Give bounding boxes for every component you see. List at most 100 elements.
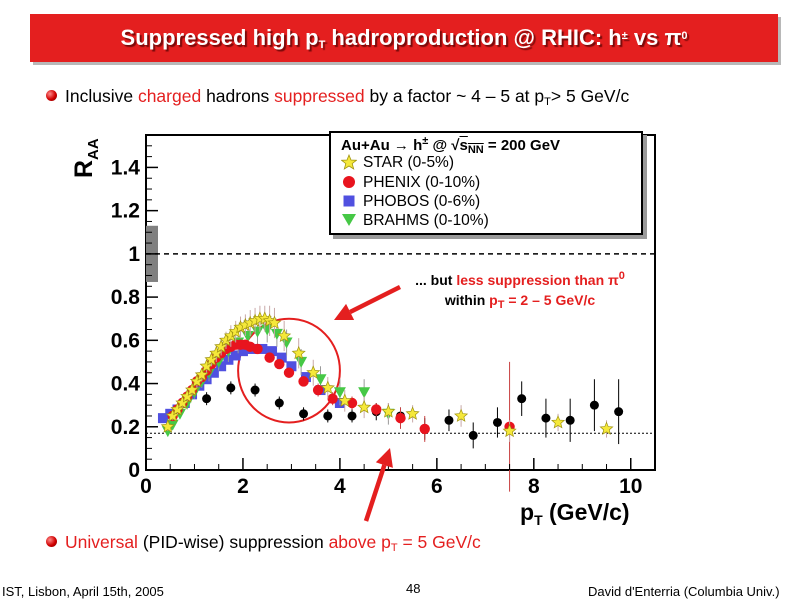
data-point-phobos <box>276 352 287 363</box>
circle-marker-icon <box>343 176 355 188</box>
data-point-pi0 <box>468 430 478 440</box>
data-point-phobos <box>286 361 297 372</box>
annotation-line-1: ... but less suppression than π0 <box>390 266 650 290</box>
data-point-star <box>165 408 180 422</box>
series-star <box>160 305 614 442</box>
data-point-pi0 <box>299 409 309 419</box>
annotation-line-2: within pT = 2 – 5 GeV/c <box>390 290 650 315</box>
bullet2-text-1: Universal <box>65 532 138 552</box>
data-point-star <box>405 406 420 420</box>
legend-label-phobos: PHOBOS (0-6%) <box>363 193 481 210</box>
data-point-phenix <box>298 376 309 387</box>
data-point-pi0 <box>614 407 624 417</box>
annotation-l2b: p <box>489 292 498 308</box>
y-axis-label-sub: AA <box>85 138 102 160</box>
data-point-star <box>357 399 372 414</box>
data-point-star <box>194 367 209 381</box>
data-point-phobos <box>216 361 227 372</box>
data-point-star <box>320 380 335 394</box>
x-axis-label-p: p <box>520 499 534 525</box>
bullet1-text-6: T <box>544 96 551 108</box>
data-point-brahms <box>314 374 327 386</box>
bullet1-text-1: Inclusive <box>65 86 138 106</box>
arrow-to-suppression-head <box>375 448 393 468</box>
data-point-phenix <box>371 404 382 415</box>
annotation-l1b: less suppression than π <box>456 272 619 288</box>
data-point-brahms <box>261 324 274 336</box>
data-point-pi0 <box>202 394 212 404</box>
bullet-inclusive: Inclusive charged hadrons suppressed by … <box>46 86 629 108</box>
bullet-icon <box>46 536 57 547</box>
slide-title: Suppressed high pT hadroproduction @ RHI… <box>121 25 688 51</box>
y-tick-label: 1 <box>128 243 140 266</box>
data-point-brahms <box>241 331 254 342</box>
x-tick-label: 8 <box>528 475 540 498</box>
data-point-pi0 <box>274 398 284 408</box>
data-point-pi0 <box>347 411 357 421</box>
legend-label-phenix: PHENIX (0-10%) <box>363 174 481 191</box>
legend-header: Au+Au → h± @ √sNN = 200 GeV <box>341 135 560 156</box>
y-axis-label-group: RAA <box>70 138 102 178</box>
data-point-star <box>185 382 200 397</box>
data-point-brahms <box>280 337 293 349</box>
data-point-brahms <box>295 356 308 368</box>
legend-header-s: s <box>459 137 468 154</box>
arrow-to-suppression-shaft <box>363 464 387 522</box>
legend: Au+Au → h± @ √sNN = 200 GeV STAR (0-5%) … <box>329 131 643 235</box>
data-point-star <box>160 419 175 433</box>
annotation-l2c: T <box>497 299 505 311</box>
data-point-star <box>267 315 282 330</box>
bullet1-text-5: by a factor ~ 4 – 5 at p <box>364 86 545 106</box>
bullet1-text-3: hadrons <box>201 86 275 106</box>
x-axis-label-unit: (GeV/c) <box>543 499 630 525</box>
data-point-phenix <box>327 393 338 404</box>
footer-page-number: 48 <box>406 581 421 596</box>
annotation-l1c: 0 <box>618 270 625 282</box>
legend-header-rest: = 200 GeV <box>483 137 561 154</box>
highlight-ellipse <box>237 317 341 424</box>
y-tick-label: 1.2 <box>111 200 140 223</box>
data-point-phenix <box>264 352 275 363</box>
bullet1-text-4: suppressed <box>274 86 365 106</box>
annotation-text: ... but less suppression than π0 within … <box>390 266 650 315</box>
annotation-arrows <box>334 284 402 522</box>
arrow-to-circle-shaft <box>349 284 402 314</box>
data-point-star <box>337 393 352 407</box>
y-tick-label: 0.8 <box>111 286 141 309</box>
x-axis-label: pT (GeV/c) <box>520 499 630 528</box>
legend-label-brahms: BRAHMS (0-10%) <box>363 212 489 229</box>
legend-item-phobos: PHOBOS (0-6%) <box>341 193 480 213</box>
y-tick-label: 0.4 <box>111 373 141 396</box>
bullet-universal: Universal (PID-wise) suppression above p… <box>46 532 481 554</box>
y-tick-label: 1.4 <box>111 156 141 179</box>
y-tick-label: 0 <box>128 459 140 482</box>
data-point-phenix <box>283 367 295 378</box>
bullet2-text-4: T <box>390 542 398 554</box>
data-point-phenix <box>252 343 263 355</box>
data-point-star <box>306 365 321 379</box>
x-tick-label: 10 <box>619 475 642 498</box>
data-point-star <box>381 404 396 418</box>
data-point-brahms <box>333 387 346 399</box>
data-point-star <box>175 395 190 410</box>
y-axis-label: RAA <box>70 138 102 178</box>
data-point-pi0 <box>226 383 236 393</box>
footer-author: David d'Enterria (Columbia Univ.) <box>588 584 780 599</box>
annotation-l2d: = 2 – 5 GeV/c <box>504 292 596 308</box>
data-point-pi0 <box>589 400 599 410</box>
bullet1-text-7: > 5 GeV/c <box>550 86 630 106</box>
bullet2-text-5: = 5 GeV/c <box>397 532 481 552</box>
x-tick-label: 2 <box>237 475 249 498</box>
data-point-phenix <box>419 423 430 435</box>
data-point-phobos <box>157 413 168 424</box>
series-square <box>157 343 345 424</box>
data-point-brahms <box>251 326 264 338</box>
legend-item-brahms: BRAHMS (0-10%) <box>341 212 489 232</box>
annotation-l2a: within <box>444 292 490 308</box>
data-point-pi0 <box>492 417 502 427</box>
data-point-brahms <box>270 328 283 340</box>
bullet2-text-2: (PID-wise) suppression <box>137 532 329 552</box>
legend-header-text: Au+Au → h <box>341 137 423 154</box>
footer-venue: IST, Lisbon, April 15th, 2005 <box>2 584 164 599</box>
data-point-pi0 <box>444 415 454 425</box>
